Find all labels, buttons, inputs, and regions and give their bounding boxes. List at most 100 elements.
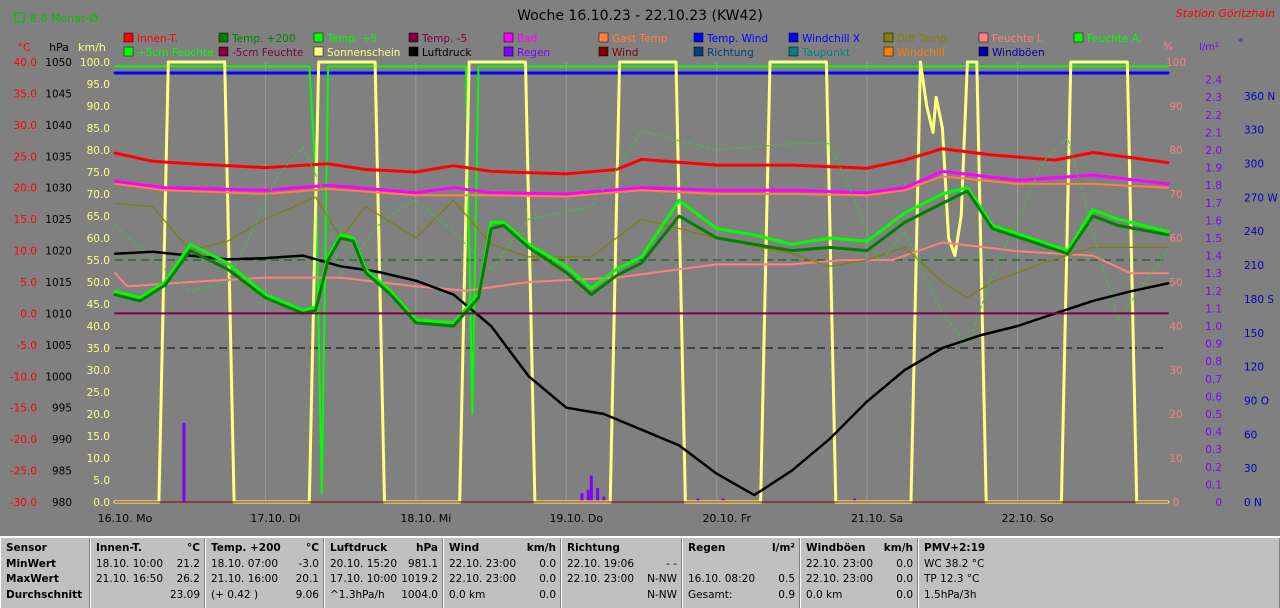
kmh-tick-label: 30.0	[87, 365, 110, 377]
dir-tick-label: 360 N	[1244, 91, 1275, 103]
legend-item-label[interactable]: Regen	[517, 47, 550, 59]
rain-tick-label: 2.4	[1205, 75, 1222, 87]
pct-tick-label: 70	[1169, 189, 1182, 201]
legend-item-label[interactable]: Temp. +200	[231, 33, 296, 45]
kmh-tick-label: 15.0	[87, 431, 110, 443]
stats-column: Wind km/h 22.10. 23:00 0.0 22.10. 23:00 0.0…	[443, 538, 561, 608]
legend-item-label[interactable]: Windchill	[897, 47, 945, 59]
legend-swatch[interactable]	[123, 32, 134, 43]
legend-swatch[interactable]	[313, 32, 324, 43]
stats-min-date: 18.10. 10:00	[96, 557, 163, 570]
legend-item-label[interactable]: Temp. Wind	[706, 33, 768, 45]
legend-swatch[interactable]	[1073, 32, 1084, 43]
hpa-tick-label: 1045	[45, 88, 72, 100]
kmh-axis-unit: km/h	[78, 41, 106, 54]
rain-bar	[696, 498, 700, 502]
dir-axis-unit: °	[1239, 38, 1244, 49]
hpa-tick-label: 1000	[45, 371, 72, 383]
pct-tick-label: 40	[1169, 321, 1182, 333]
legend-swatch[interactable]	[598, 46, 609, 57]
legend-swatch[interactable]	[693, 32, 704, 43]
temp-tick-label: 5.0	[20, 277, 37, 289]
rain-tick-label: 0	[1215, 497, 1222, 509]
legend-swatch[interactable]	[883, 32, 894, 43]
hpa-tick-label: 1035	[45, 151, 72, 163]
legend-item-label[interactable]: Windböen	[992, 47, 1045, 59]
stats-min-date: 22.10. 23:00	[806, 557, 873, 570]
hpa-tick-label: 1015	[45, 277, 72, 289]
plot-area	[115, 62, 1168, 502]
legend-item-label[interactable]: Richtung	[707, 47, 754, 59]
legend-swatch[interactable]	[503, 46, 514, 57]
rain-tick-label: 0.1	[1205, 479, 1222, 491]
legend-item-label[interactable]: Temp. -5	[421, 33, 467, 45]
legend-swatch[interactable]	[218, 32, 229, 43]
pct-tick-label: 0	[1173, 497, 1180, 509]
stats-max-value: 0.5	[778, 573, 795, 585]
legend-swatch[interactable]	[788, 32, 799, 43]
stats-col-unit: hPa	[416, 542, 438, 554]
rain-bar	[602, 496, 606, 502]
legend-item-label[interactable]: Wind	[612, 47, 638, 59]
legend-swatch[interactable]	[408, 32, 419, 43]
statistics-table: Sensor MinWert MaxWert Durchschnitt Inne…	[0, 536, 1280, 608]
temp-tick-label: 25.0	[14, 151, 37, 163]
stats-max-date: 22.10. 23:00	[449, 573, 516, 585]
legend-swatch[interactable]	[883, 46, 894, 57]
legend-item-label[interactable]: Luftdruck	[422, 47, 472, 59]
legend-swatch[interactable]	[788, 46, 799, 57]
kmh-tick-label: 95.0	[87, 79, 110, 91]
stats-col-header: Luftdruck	[330, 542, 388, 554]
legend-swatch[interactable]	[978, 32, 989, 43]
station-name: Station Göritzhain	[1176, 7, 1275, 20]
legend-item-label[interactable]: Bad	[517, 33, 537, 45]
stats-row-avg-label: Durchschnitt	[6, 588, 83, 601]
rain-tick-label: 1.8	[1205, 180, 1222, 192]
series-line-bad	[113, 169, 1170, 196]
legend-item-label[interactable]: Feuchte I.	[992, 33, 1043, 45]
dir-tick-label: 30	[1244, 463, 1257, 475]
legend-item-label[interactable]: Sonnenschein	[327, 47, 400, 59]
legend-swatch[interactable]	[503, 32, 514, 43]
temp-tick-label: -25.0	[10, 466, 37, 478]
pct-axis-unit: %	[1163, 40, 1173, 53]
stats-max-value: 20.1	[295, 573, 319, 585]
dir-tick-label: 120	[1244, 362, 1264, 374]
stats-avg-value: 0.9	[778, 588, 795, 601]
legend-swatch[interactable]	[978, 46, 989, 57]
month-avg-checkbox[interactable]	[14, 12, 25, 23]
pct-tick-label: 50	[1169, 277, 1182, 289]
rain-tick-label: 2.1	[1205, 127, 1222, 139]
hpa-tick-label: 985	[52, 466, 72, 478]
temp-tick-label: 30.0	[14, 120, 37, 132]
series-line-diff-temp-	[114, 196, 1169, 299]
stats-max-value: 0.0	[539, 573, 556, 585]
legend-item-label[interactable]: Temp. +5	[326, 33, 377, 45]
legend-swatch[interactable]	[123, 46, 134, 57]
legend-item-label[interactable]: Windchill X	[802, 33, 860, 45]
stats-col-header: Windböen	[806, 542, 866, 554]
hpa-tick-label: 1005	[45, 340, 72, 352]
kmh-tick-label: 5.0	[93, 475, 110, 487]
rain-tick-label: 0.9	[1205, 339, 1222, 351]
day-label: 16.10. Mo	[98, 512, 153, 525]
stats-min-date: 22.10. 23:00	[449, 557, 516, 570]
legend-swatch[interactable]	[598, 32, 609, 43]
stats-col-header: Regen	[688, 542, 726, 554]
month-avg-label: 8.6 Monat-Ø	[30, 12, 98, 25]
legend-swatch[interactable]	[218, 46, 229, 57]
legend-swatch[interactable]	[408, 46, 419, 57]
hpa-tick-label: 1025	[45, 214, 72, 226]
legend-item-label[interactable]: Taupunkt	[801, 47, 850, 59]
legend-item-label[interactable]: +5cm Feuchte	[137, 47, 213, 59]
legend-item-label[interactable]: Innen-T.	[137, 33, 178, 45]
legend-swatch[interactable]	[693, 46, 704, 57]
legend-item-label[interactable]: -5cm Feuchte	[232, 47, 303, 59]
legend-item-label[interactable]: Gast Temp	[612, 33, 668, 45]
dir-tick-label: 60	[1244, 429, 1257, 441]
legend-swatch[interactable]	[313, 46, 324, 57]
legend-item-label[interactable]: Diff Temp.	[897, 33, 950, 45]
dir-tick-label: 270 W	[1244, 192, 1278, 204]
stats-col-unit: l/m²	[772, 542, 795, 554]
legend-item-label[interactable]: Feuchte A.	[1087, 33, 1142, 45]
